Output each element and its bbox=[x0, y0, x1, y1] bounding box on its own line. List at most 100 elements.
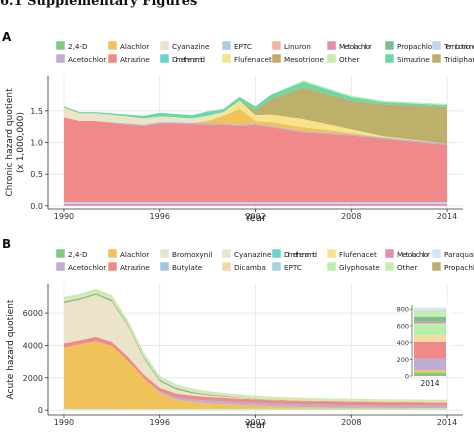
inset-bar-acetochlor bbox=[414, 358, 446, 371]
inset-bar-dicamba bbox=[414, 335, 446, 342]
legend-label-flufenacet: Flufenacet bbox=[234, 55, 272, 64]
legend-swatch-tembotrione bbox=[431, 40, 442, 51]
area-cyanazine bbox=[64, 100, 447, 144]
inset-y-tick-label-0: 0 bbox=[405, 373, 409, 381]
legend-label-atrazine: Atrazine bbox=[120, 55, 150, 64]
legend-swatch-atrazine bbox=[107, 53, 118, 64]
x-tick-label-1990: 1990 bbox=[54, 212, 74, 221]
y-tick-label-0: 0 bbox=[38, 406, 43, 415]
x-tick-label-1996: 1996 bbox=[150, 212, 170, 221]
legend-label-acetochlor: Acetochlor bbox=[68, 263, 106, 272]
inset-chart: 0 200 400 600 800 2014 bbox=[397, 303, 452, 388]
chart-a: 2,4-D Alachlor Cyanazine EPTC Linuron Metolac… bbox=[5, 40, 474, 224]
legend-label-2-4-d: 2,4-D bbox=[68, 250, 88, 259]
legend-label-mesotrione: Mesotrione bbox=[284, 55, 324, 64]
inset-x-label: 2014 bbox=[420, 379, 439, 388]
y-axis-title-line: (x 1,000,000) bbox=[16, 112, 26, 173]
inset-y-tick-label-600: 600 bbox=[397, 322, 409, 330]
legend-label-other: Other bbox=[397, 263, 417, 272]
legend-swatch-dicamba bbox=[221, 261, 232, 272]
legend-label-flufenacet: Flufenacet bbox=[339, 250, 377, 259]
area-tembotrione bbox=[64, 202, 447, 204]
y-tick-label-6000: 6000 bbox=[23, 309, 43, 318]
legend-label-tembotrione: Tembotrione bbox=[443, 42, 474, 51]
legend-swatch-other bbox=[326, 53, 337, 64]
x-tick-label-2002: 2002 bbox=[245, 212, 265, 221]
area-simazine bbox=[64, 81, 447, 119]
legend-swatch-simazine bbox=[384, 53, 395, 64]
legend-swatch-alachlor bbox=[107, 248, 118, 259]
inset-bar-2-4-d bbox=[414, 372, 446, 376]
legend-swatch-paraquat bbox=[431, 248, 442, 259]
y-axis-title-line: Chronic hazard quotient bbox=[5, 88, 15, 197]
inset-y-tick-label-400: 400 bbox=[397, 339, 409, 347]
x-tick-label-1996: 1996 bbox=[150, 418, 170, 427]
inset-y-tick-label-800: 800 bbox=[397, 306, 409, 314]
legend-swatch-propachlor bbox=[431, 261, 442, 272]
legend-swatch-alachlor bbox=[107, 40, 118, 51]
area-glyphosate bbox=[64, 408, 447, 410]
section-heading: 6.1 Supplementary Figures bbox=[0, 0, 197, 9]
legend-label-paraquat: Paraquat bbox=[444, 250, 474, 259]
y-tick-label-1-5: 1.5 bbox=[30, 107, 43, 116]
legend-label-dimethenamid: Dimethenamid bbox=[284, 250, 317, 259]
area-alachlor bbox=[64, 341, 447, 410]
area-cyanazine bbox=[64, 294, 447, 403]
legend-swatch-dimethenamid bbox=[159, 53, 170, 64]
y-tick-label-0-5: 0.5 bbox=[30, 170, 43, 179]
legend-swatch-dimethenamid bbox=[271, 248, 282, 259]
inset-bar-propachlor bbox=[414, 316, 446, 322]
legend-swatch-atrazine bbox=[107, 261, 118, 272]
legend-label-2-4-d: 2,4-D bbox=[68, 42, 88, 51]
legend-label-eptc: EPTC bbox=[284, 263, 302, 272]
legend-swatch-metolachlor bbox=[384, 248, 395, 259]
legend-swatch-other bbox=[384, 261, 395, 272]
x-axis-title: Year bbox=[244, 420, 267, 431]
legend-swatch-bromoxynil bbox=[159, 248, 170, 259]
inset-y-tick-label-200: 200 bbox=[397, 356, 409, 364]
area-metolachlor bbox=[64, 203, 447, 206]
legend-label-cyanazine: Cyanazine bbox=[234, 250, 272, 259]
x-tick-label-2008: 2008 bbox=[341, 212, 361, 221]
legend-swatch-flufenacet bbox=[326, 248, 337, 259]
legend-label-atrazine: Atrazine bbox=[120, 263, 150, 272]
legend-label-bromoxynil: Bromoxynil bbox=[172, 250, 212, 259]
legend-label-simazine: Simazine bbox=[397, 55, 430, 64]
legend-swatch-linuron bbox=[271, 40, 282, 51]
legend-swatch-eptc bbox=[271, 261, 282, 272]
panel-label-a: A bbox=[2, 30, 12, 44]
inset-bar-glyphosate bbox=[414, 323, 446, 336]
area-atrazine bbox=[64, 117, 447, 202]
x-tick-label-2002: 2002 bbox=[245, 418, 265, 427]
legend-label-other: Other bbox=[339, 55, 359, 64]
y-tick-label-4000: 4000 bbox=[23, 341, 43, 350]
y-axis-title-line: Acute hazard quotient bbox=[6, 299, 16, 399]
panel-label-b: B bbox=[2, 237, 12, 251]
x-tick-label-2014: 2014 bbox=[437, 418, 457, 427]
legend-swatch-tridiphane bbox=[431, 53, 442, 64]
legend-swatch-mesotrione bbox=[271, 53, 282, 64]
legend-label-propachlor: Propachlor bbox=[444, 263, 474, 272]
legend-label-metolachlor: Metolachlor bbox=[397, 250, 430, 259]
x-tick-label-1990: 1990 bbox=[54, 418, 74, 427]
x-axis-title: Year bbox=[244, 213, 267, 224]
y-tick-label-2000: 2000 bbox=[23, 374, 43, 383]
y-axis-title: Chronic hazard quotient(x 1,000,000) bbox=[5, 88, 26, 197]
legend-swatch-glyphosate bbox=[326, 261, 337, 272]
legend-swatch-2-4-d bbox=[55, 248, 66, 259]
legend-label-dicamba: Dicamba bbox=[234, 263, 266, 272]
section-number: 6.1 bbox=[0, 0, 23, 9]
legend-label-dimethenamid: Dimethenamid bbox=[172, 55, 205, 64]
legend-label-cyanazine: Cyanazine bbox=[172, 42, 210, 51]
inset-bar-metolachlor bbox=[414, 321, 446, 324]
area-atrazine bbox=[64, 336, 447, 406]
inset-bar-alachlor bbox=[414, 370, 446, 373]
area-tridiphane bbox=[64, 87, 447, 144]
y-axis-title: Acute hazard quotient bbox=[6, 299, 16, 399]
inset-bar-other bbox=[414, 310, 446, 317]
legend-swatch-flufenacet bbox=[221, 53, 232, 64]
legend-swatch-acetochlor bbox=[55, 53, 66, 64]
legend-label-tridiphane: Tridiphane bbox=[443, 55, 474, 64]
legend-label-butylate: Butylate bbox=[172, 263, 203, 272]
